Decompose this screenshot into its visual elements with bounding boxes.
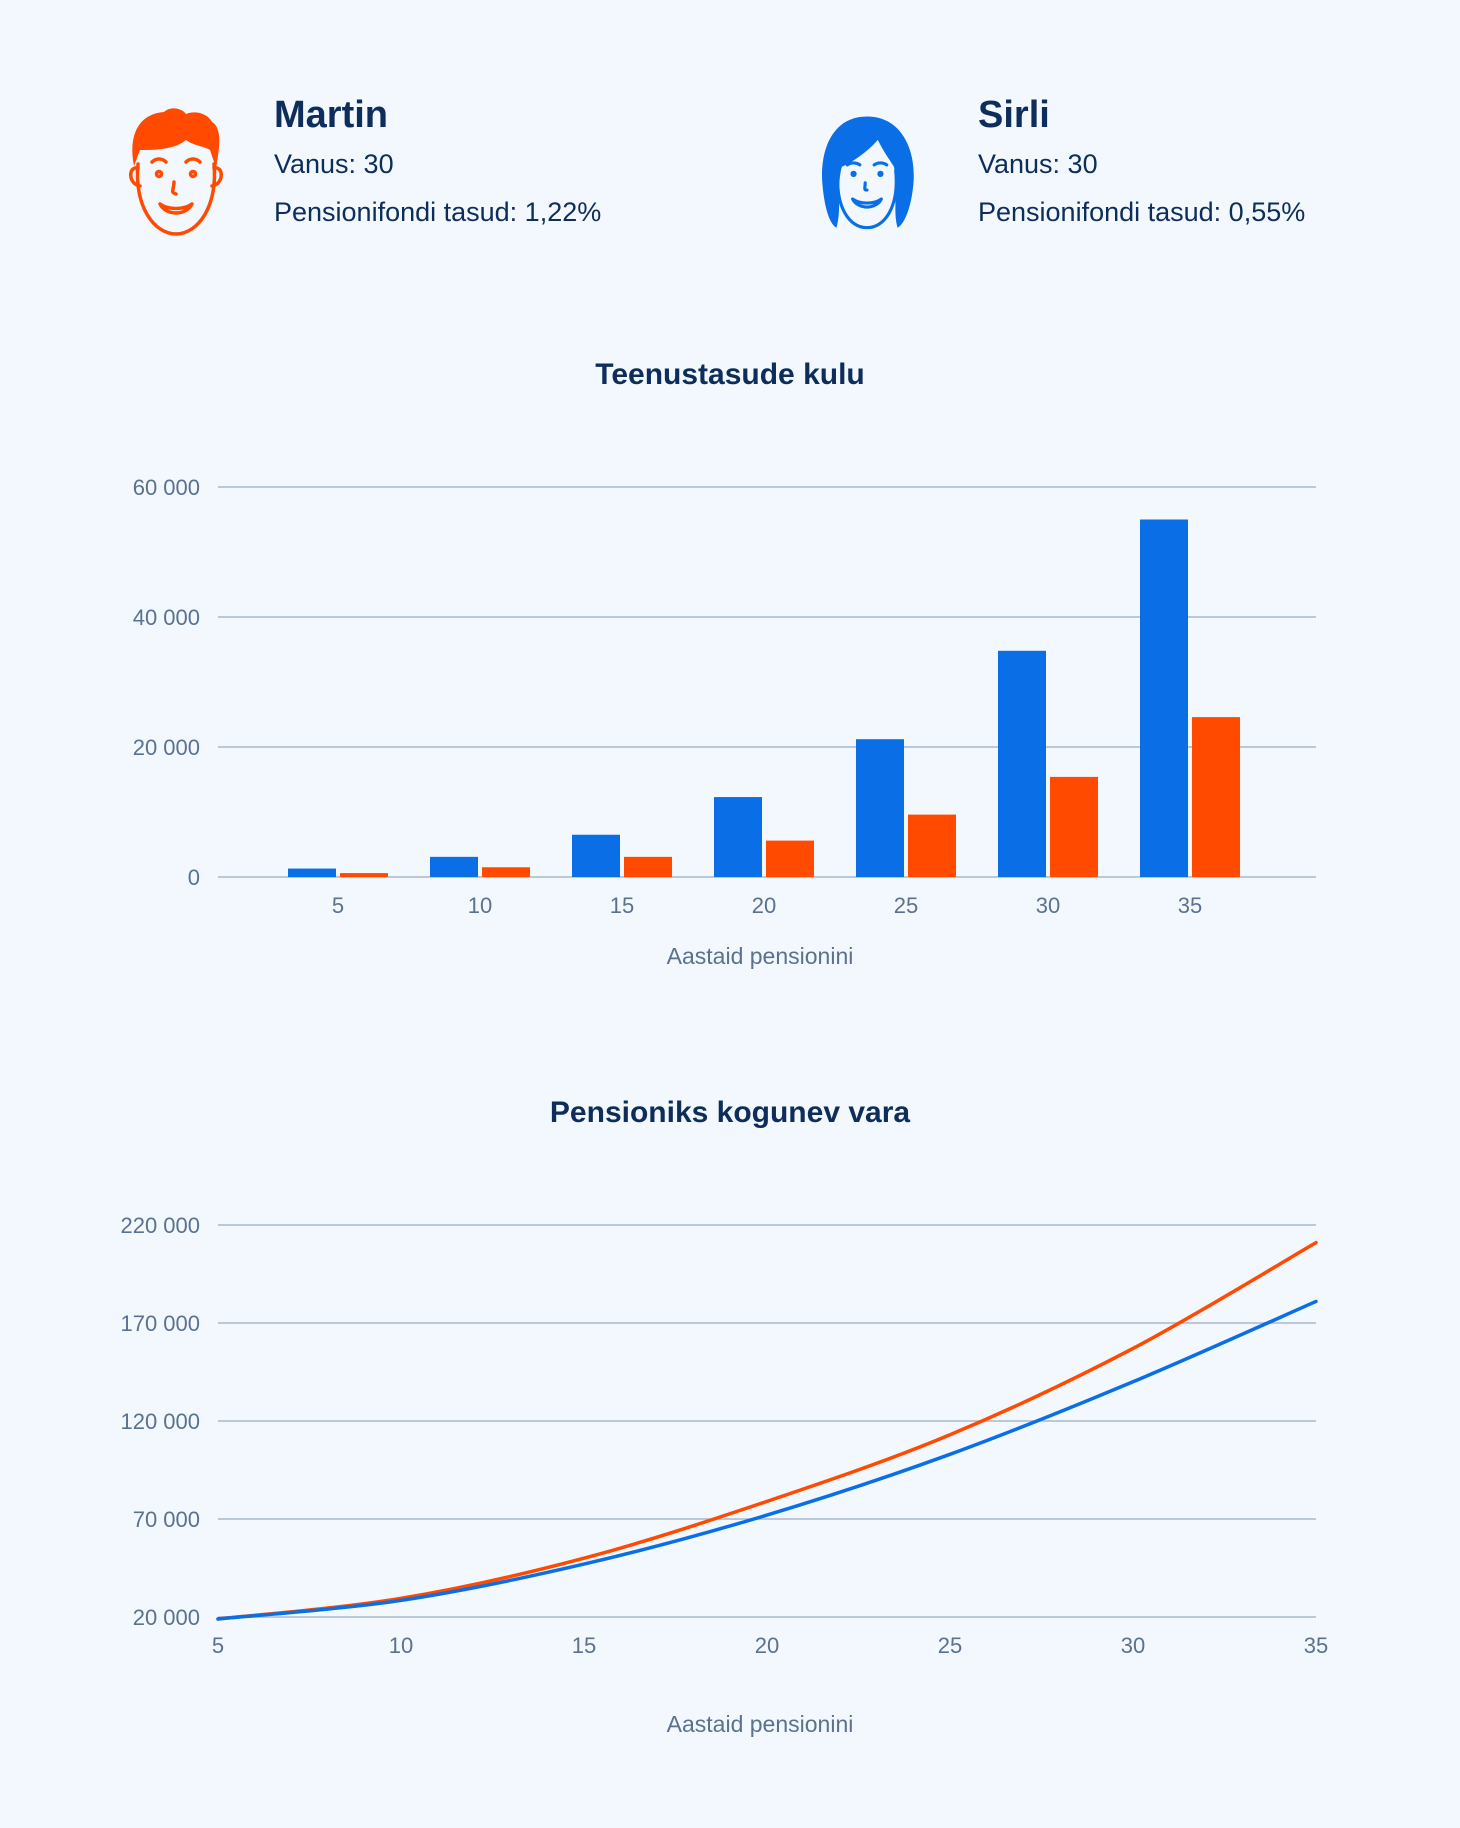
line-chart: Aastaid pensionini 20 000 70 000 120 000 17… xyxy=(120,1213,1328,1737)
bar xyxy=(288,868,336,877)
x-tick-label: 10 xyxy=(389,1633,413,1658)
bar xyxy=(1192,717,1240,877)
person-age: Vanus: 30 xyxy=(274,149,394,179)
x-tick-label: 10 xyxy=(468,893,492,918)
person-age: Vanus: 30 xyxy=(978,149,1098,179)
x-tick-label: 25 xyxy=(938,1633,962,1658)
x-tick-label: 35 xyxy=(1178,893,1202,918)
female-face-icon xyxy=(822,116,914,230)
x-tick-label: 25 xyxy=(894,893,918,918)
bar xyxy=(856,739,904,877)
series-line xyxy=(216,1240,1318,1621)
x-tick-label: 5 xyxy=(332,893,344,918)
bar-chart-x-axis-label: Aastaid pensionini xyxy=(667,943,854,969)
x-tick-label: 20 xyxy=(752,893,776,918)
person-name: Sirli xyxy=(978,94,1050,136)
bar-chart: Aastaid pensionini 0 20 000 40 000 60 000 5 1… xyxy=(133,475,1316,969)
y-tick-label: 170 000 xyxy=(120,1311,200,1336)
bar-chart-title: Teenustasude kulu xyxy=(595,358,865,391)
y-tick-label: 70 000 xyxy=(133,1507,200,1532)
line-chart-title: Pensioniks kogunev vara xyxy=(549,1096,911,1129)
line-chart-x-axis-label: Aastaid pensionini xyxy=(667,1711,854,1737)
person-fees: Pensionifondi tasud: 1,22% xyxy=(274,196,602,227)
y-tick-label: 220 000 xyxy=(120,1213,200,1238)
x-tick-label: 15 xyxy=(572,1633,596,1658)
x-tick-label: 20 xyxy=(755,1633,779,1658)
male-face-icon xyxy=(129,108,223,236)
bar xyxy=(766,840,814,877)
bar xyxy=(572,834,620,877)
x-tick-label: 5 xyxy=(212,1633,224,1658)
person-name: Martin xyxy=(274,94,388,136)
x-tick-label: 15 xyxy=(610,893,634,918)
bar xyxy=(482,867,530,877)
y-tick-label: 20 000 xyxy=(133,1605,200,1630)
bar xyxy=(908,814,956,877)
bar xyxy=(1050,776,1098,877)
bar xyxy=(714,797,762,877)
bar xyxy=(340,873,388,877)
y-tick-label: 60 000 xyxy=(133,475,200,500)
x-tick-label: 30 xyxy=(1121,1633,1145,1658)
y-tick-label: 120 000 xyxy=(120,1409,200,1434)
y-tick-label: 20 000 xyxy=(133,735,200,760)
y-tick-label: 40 000 xyxy=(133,605,200,630)
series-line xyxy=(216,1299,1318,1621)
x-tick-label: 30 xyxy=(1036,893,1060,918)
x-tick-label: 35 xyxy=(1304,1633,1328,1658)
bar xyxy=(624,856,672,877)
bar xyxy=(1140,519,1188,877)
y-tick-label: 0 xyxy=(188,865,200,890)
bar xyxy=(430,856,478,877)
person-fees: Pensionifondi tasud: 0,55% xyxy=(978,196,1306,227)
bar xyxy=(998,650,1046,877)
